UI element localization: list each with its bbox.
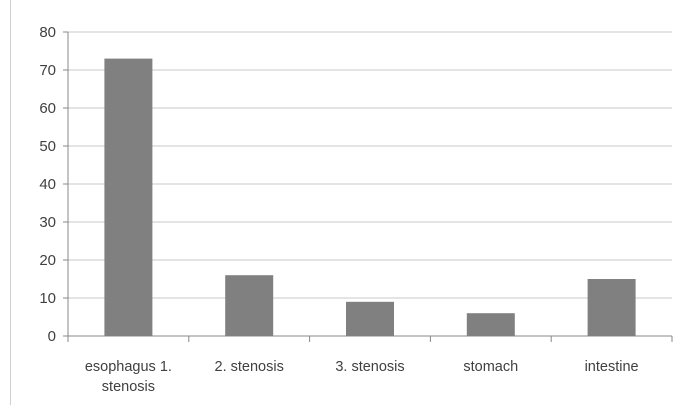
y-tick-label: 70 <box>39 62 56 79</box>
bar <box>104 58 153 336</box>
frame-border <box>10 0 11 405</box>
y-tick-label: 0 <box>48 328 56 345</box>
x-category-label: intestine <box>585 359 639 375</box>
y-tick-label: 10 <box>39 290 56 307</box>
x-category-label: 3. stenosis <box>335 359 404 375</box>
x-category-label: stomach <box>463 359 518 375</box>
x-category-label: esophagus 1. <box>85 359 172 375</box>
x-category-label: stenosis <box>102 379 155 395</box>
bar <box>466 313 515 336</box>
y-tick-label: 30 <box>39 214 56 231</box>
x-category-label: 2. stenosis <box>215 359 284 375</box>
bar <box>225 275 274 336</box>
y-tick-label: 80 <box>39 24 56 41</box>
y-tick-label: 40 <box>39 176 56 193</box>
bar <box>587 279 636 336</box>
y-tick-label: 60 <box>39 100 56 117</box>
y-tick-label: 20 <box>39 252 56 269</box>
bar <box>346 301 394 336</box>
y-tick-label: 50 <box>39 138 56 155</box>
